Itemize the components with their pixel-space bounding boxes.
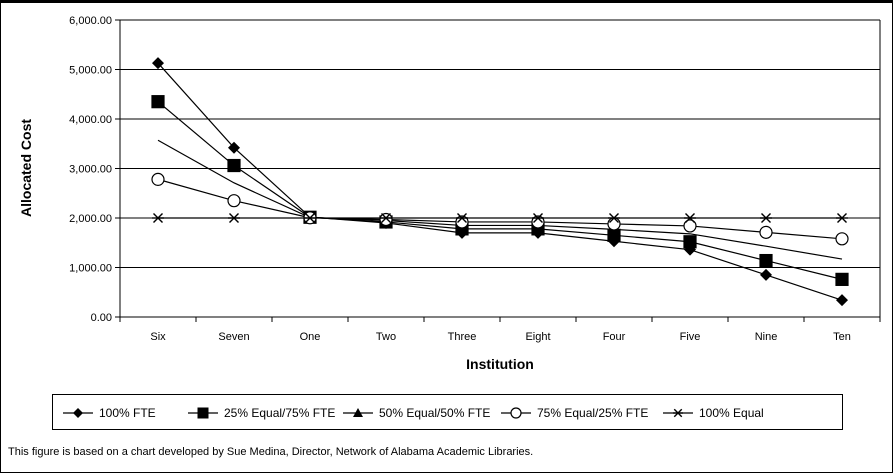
y-tick-label: 4,000.00 [69, 114, 112, 126]
asterisk-stroke [761, 213, 771, 223]
y-axis-title: Allocated Cost [18, 119, 34, 217]
circle-marker [607, 217, 621, 231]
asterisk-marker [532, 213, 544, 223]
circle-marker [151, 172, 165, 186]
asterisk-stroke [533, 213, 543, 223]
axes [115, 19, 881, 322]
asterisk-stroke [381, 213, 391, 223]
legend-item-3: 50% Equal/50% FTE [343, 406, 490, 420]
asterisk-stroke [153, 213, 163, 223]
circle-marker [531, 215, 545, 229]
y-tick-label: 3,000.00 [69, 164, 112, 176]
x-tick-label: Ten [833, 331, 851, 343]
figure-top-border [0, 0, 893, 3]
asterisk-marker [836, 213, 848, 223]
square-marker [835, 272, 849, 286]
series-5 [152, 213, 848, 223]
asterisk-marker [228, 213, 240, 223]
legend-label: 75% Equal/25% FTE [537, 406, 648, 420]
legend-item-2: 25% Equal/75% FTE [188, 406, 335, 420]
x-tick-label: Three [448, 331, 477, 343]
diamond-marker [228, 141, 240, 154]
asterisk-stroke [837, 213, 847, 223]
y-tick-label: 0.00 [91, 312, 112, 324]
asterisk-marker [608, 213, 620, 223]
series-1 [152, 57, 848, 307]
y-tick-label: 2,000.00 [69, 213, 112, 225]
square-marker [197, 407, 209, 419]
asterisk-marker [304, 213, 316, 223]
x-tick-label: Two [376, 331, 396, 343]
asterisk-marker [152, 213, 164, 223]
y-tick-label: 5,000.00 [69, 65, 112, 77]
series-group [151, 57, 849, 307]
x-tick-label: Eight [525, 331, 550, 343]
x-tick-labels: Six Seven One Two Three Eight Four Five Nine Ten [150, 331, 851, 343]
circle-marker [379, 212, 393, 227]
square-marker [227, 158, 241, 173]
series-line [157, 62, 843, 301]
square-marker [151, 95, 165, 109]
y-tick-labels: 0.00 1,000.00 2,000.00 3,000.00 4,000.00 5,00… [69, 15, 112, 324]
asterisk-marker [684, 213, 696, 223]
x-tick-label: Five [680, 331, 701, 343]
x-tick-label: Seven [218, 331, 249, 343]
asterisk-stroke [609, 213, 619, 223]
legend-item-1: 100% FTE [63, 406, 156, 420]
circle-marker [835, 232, 849, 246]
series-2 [151, 95, 849, 286]
series-line [157, 139, 843, 260]
legend-label: 100% Equal [699, 406, 764, 420]
series-line [157, 178, 843, 240]
asterisk-stroke [229, 213, 239, 223]
circle-marker [510, 407, 522, 419]
y-tick-label: 1,000.00 [69, 263, 112, 275]
asterisk-marker [760, 213, 772, 223]
diamond-marker [73, 408, 83, 418]
circle-marker [683, 219, 697, 233]
legend-label: 100% FTE [99, 406, 156, 420]
square-marker [683, 235, 697, 249]
diamond-marker [760, 268, 772, 281]
x-tick-label: Six [150, 331, 166, 343]
circle-marker [227, 194, 241, 208]
asterisk-marker [380, 213, 392, 223]
asterisk-stroke [457, 213, 467, 223]
circle-marker [455, 215, 469, 229]
x-tick-label: Four [603, 331, 626, 343]
legend: 100% FTE 25% Equal/75% FTE 50% Equal/50% F… [52, 394, 843, 430]
x-tick-label: Nine [755, 331, 778, 343]
series-4 [151, 172, 849, 246]
x-axis-title: Institution [466, 356, 534, 372]
asterisk-stroke [685, 213, 695, 223]
series-line [157, 101, 843, 280]
asterisk-stroke [673, 408, 683, 418]
line-chart: 0.00 1,000.00 2,000.00 3,000.00 4,000.00 5,00… [18, 15, 881, 372]
diamond-marker [152, 57, 164, 70]
square-marker [607, 228, 621, 242]
triangle-marker [353, 408, 363, 417]
asterisk-marker [456, 213, 468, 223]
legend-label: 50% Equal/50% FTE [379, 406, 490, 420]
asterisk-marker [673, 408, 683, 418]
x-tick-label: One [300, 331, 321, 343]
footnote: This figure is based on a chart develope… [8, 446, 534, 458]
square-marker [759, 253, 773, 268]
legend-item-5: 100% Equal [663, 406, 764, 420]
legend-item-4: 75% Equal/25% FTE [501, 406, 648, 420]
asterisk-stroke [305, 213, 315, 223]
diamond-marker [836, 294, 848, 307]
series-3 [157, 139, 843, 260]
y-tick-label: 6,000.00 [69, 15, 112, 27]
circle-marker [759, 225, 773, 239]
legend-label: 25% Equal/75% FTE [224, 406, 335, 420]
